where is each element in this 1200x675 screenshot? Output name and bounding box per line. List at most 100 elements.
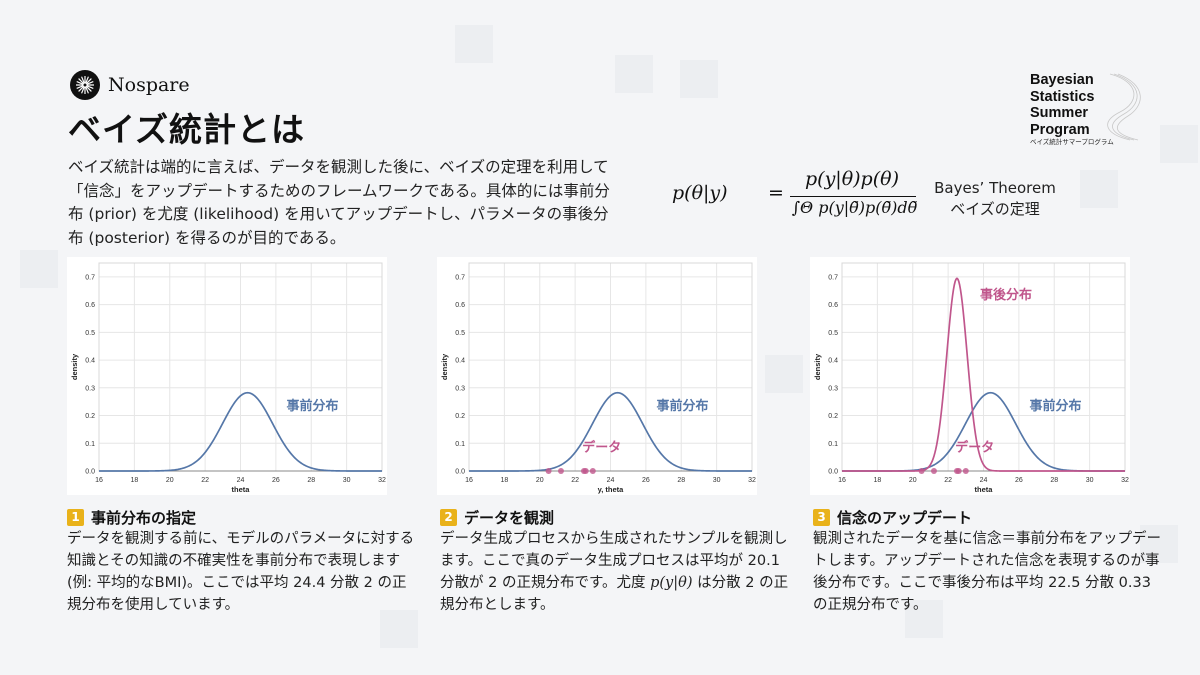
panel-header: 3 信念のアップデート (813, 507, 1163, 527)
brand-name: Nospare (108, 74, 190, 96)
data-point (962, 468, 969, 474)
x-tick-label: 24 (237, 477, 245, 484)
theorem-en: Bayes’ Theorem (934, 179, 1056, 197)
x-tick-label: 18 (130, 477, 138, 484)
y-tick-label: 0.0 (85, 469, 95, 476)
theorem-label: Bayes’ Theorem ベイズの定理 (930, 178, 1060, 220)
y-tick-label: 0.0 (828, 469, 838, 476)
x-tick-label: 32 (748, 477, 756, 484)
series-label: 事後分布 (980, 287, 1032, 302)
x-tick-label: 26 (642, 477, 650, 484)
x-tick-label: 24 (980, 477, 988, 484)
formula-denominator: ∫Θ p(y|θ̃)p(θ̃)dθ̃ (791, 198, 918, 217)
x-tick-label: 26 (1015, 477, 1023, 484)
panel-text: データを観測する前に、モデルのパラメータに対する知識とその知識の不確実性を事前分… (67, 531, 415, 613)
panel-header: 2 データを観測 (440, 507, 790, 527)
chart-prior: 16 18 20 22 24 26 28 30 32 0.0 0.1 0.2 0.3 0.4 0.5 0.6 0… (67, 257, 387, 495)
x-tick-label: 16 (465, 477, 473, 484)
panel-text: 観測されたデータを基に信念＝事前分布をアップデートします。アップデートされた信念… (813, 531, 1161, 613)
y-tick-label: 0.1 (828, 441, 838, 448)
y-tick-label: 0.5 (828, 330, 838, 337)
x-axis-label: y, theta (598, 485, 625, 494)
x-tick-label: 22 (571, 477, 579, 484)
panel-title: 信念のアップデート (837, 508, 973, 527)
x-tick-label: 30 (1086, 477, 1094, 484)
data-point (582, 468, 589, 474)
panel-prior: 1 事前分布の指定 データを観測する前に、モデルのパラメータに対する知識とその知… (67, 507, 417, 616)
x-tick-label: 16 (838, 477, 846, 484)
x-tick-label: 28 (307, 477, 315, 484)
panel-header: 1 事前分布の指定 (67, 507, 417, 527)
y-tick-label: 0.2 (828, 413, 838, 420)
y-tick-label: 0.3 (85, 385, 95, 392)
formula-fraction-bar (790, 196, 916, 198)
x-tick-label: 22 (201, 477, 209, 484)
x-tick-label: 30 (713, 477, 721, 484)
panel-text: データ生成プロセスから生成されたサンプルを観測します。ここで真のデータ生成プロセ… (440, 531, 788, 591)
series-label: 事前分布 (1029, 398, 1081, 413)
density-curve (469, 391, 752, 472)
nospare-logo-icon (70, 70, 100, 100)
x-tick-label: 28 (677, 477, 685, 484)
y-tick-label: 0.4 (828, 358, 838, 365)
program-line: Statistics (1030, 88, 1095, 105)
panel-text-wrap: データ生成プロセスから生成されたサンプルを観測します。ここで真のデータ生成プロセ… (440, 528, 790, 616)
program-subtitle: ベイズ統計サマープログラム (1030, 138, 1114, 146)
series-label: 事前分布 (656, 398, 708, 413)
y-tick-label: 0.2 (85, 413, 95, 420)
formula-numerator: p(y|θ)p(θ) (805, 168, 899, 190)
panel-text-after: は分散 2 の正規分布とします。 (440, 575, 789, 613)
y-tick-label: 0.1 (85, 441, 95, 448)
likelihood-math: p(y|θ) (650, 575, 693, 591)
x-tick-label: 20 (166, 477, 174, 484)
y-tick-label: 0.6 (455, 302, 465, 309)
x-tick-label: 26 (272, 477, 280, 484)
formula-lhs: p(θ|y) (672, 182, 728, 204)
y-tick-label: 0.6 (828, 302, 838, 309)
step-badge: 3 (813, 508, 830, 526)
y-axis-label: density (813, 353, 822, 380)
x-tick-label: 20 (536, 477, 544, 484)
x-tick-label: 18 (500, 477, 508, 484)
x-axis-label: theta (975, 485, 994, 494)
y-tick-label: 0.6 (85, 302, 95, 309)
program-wave-icon (1100, 72, 1150, 146)
program-line: Summer (1030, 105, 1089, 121)
panel-data: 2 データを観測 データ生成プロセスから生成されたサンプルを観測します。ここで真… (440, 507, 790, 616)
brand: Nospare (70, 70, 190, 100)
data-point (557, 468, 564, 474)
y-axis-label: density (440, 353, 449, 380)
series-label: 事前分布 (286, 398, 338, 413)
page-title: ベイズ統計とは (68, 110, 306, 149)
y-tick-label: 0.7 (828, 274, 838, 281)
y-tick-label: 0.0 (455, 469, 465, 476)
data-label: データ (955, 440, 994, 455)
formula-equals: = (768, 182, 784, 204)
data-point (955, 468, 962, 474)
x-tick-label: 32 (378, 477, 386, 484)
y-axis-label: density (70, 353, 79, 380)
program-line: Bayesian (1030, 72, 1094, 88)
y-tick-label: 0.4 (85, 358, 95, 365)
theorem-ja: ベイズの定理 (950, 200, 1040, 218)
step-badge: 2 (440, 508, 457, 526)
panel-posterior: 3 信念のアップデート 観測されたデータを基に信念＝事前分布をアップデートします… (813, 507, 1163, 616)
x-tick-label: 18 (873, 477, 881, 484)
intro-text: ベイズ統計は端的に言えば、データを観測した後に、ベイズの定理を利用して「信念」を… (68, 158, 610, 247)
data-point (918, 468, 925, 474)
x-tick-label: 24 (607, 477, 615, 484)
program-line: Program (1030, 121, 1090, 138)
step-badge: 1 (67, 508, 84, 526)
y-tick-label: 0.4 (455, 358, 465, 365)
y-tick-label: 0.7 (85, 274, 95, 281)
panel-title: データを観測 (464, 508, 555, 527)
data-label: データ (582, 440, 621, 455)
y-tick-label: 0.3 (455, 385, 465, 392)
density-curve (842, 277, 1125, 472)
chart-data: 16 18 20 22 24 26 28 30 32 0.0 0.1 0.2 0.3 0.4 0.5 0.6 0… (437, 257, 757, 495)
panel-title: 事前分布の指定 (91, 508, 197, 527)
program-title: Bayesian Statistics Summer Program (1030, 72, 1094, 138)
density-curve (99, 391, 382, 472)
data-point (930, 468, 937, 474)
